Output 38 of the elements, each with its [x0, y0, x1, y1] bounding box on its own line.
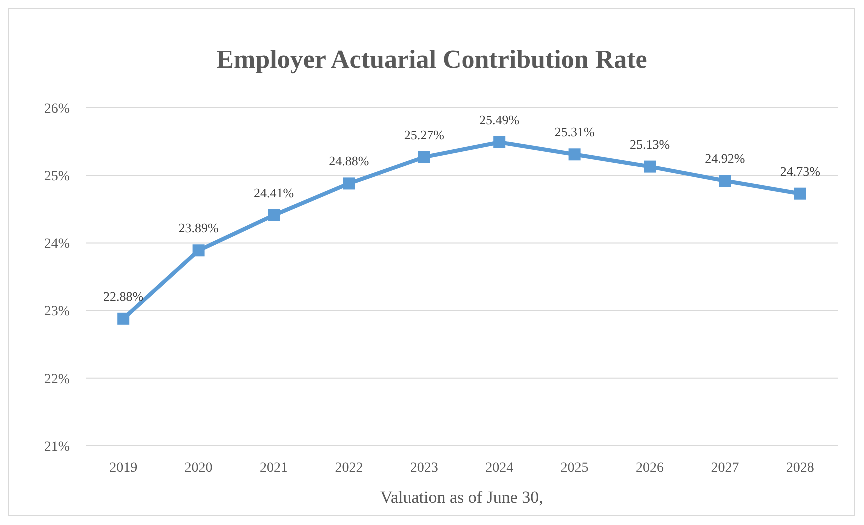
- y-tick-label: 25%: [44, 170, 70, 184]
- data-label: 25.13%: [630, 136, 670, 152]
- x-tick-label: 2025: [560, 461, 589, 476]
- x-axis-title: Valuation as of June 30,: [380, 488, 544, 507]
- data-label: 24.92%: [705, 151, 746, 166]
- point: [192, 244, 205, 257]
- point: [494, 136, 506, 148]
- data-label: 24.41%: [254, 185, 294, 200]
- point: [118, 312, 130, 325]
- point: [343, 178, 356, 190]
- data-label: 25.31%: [554, 124, 596, 140]
- y-tick-label: 26%: [44, 102, 70, 117]
- data-label: 24.88%: [329, 154, 370, 169]
- x-tick-label: 2026: [636, 461, 664, 476]
- point: [568, 148, 581, 161]
- y-tick-label: 23%: [44, 304, 70, 320]
- point: [268, 209, 280, 222]
- point: [794, 188, 806, 200]
- point: [719, 175, 732, 188]
- x-tick-label: 2019: [110, 461, 138, 476]
- data-label: 25.27%: [404, 127, 445, 142]
- y-tick-label: 21%: [44, 440, 70, 455]
- data-label: 25.49%: [480, 112, 520, 128]
- x-tick-label: 2027: [711, 461, 740, 476]
- point: [644, 160, 656, 173]
- chart-title: Employer Actuarial Contribution Rate: [216, 45, 648, 74]
- point: [418, 151, 430, 164]
- y-tick-label: 24%: [44, 237, 70, 252]
- data-label: 24.73%: [780, 164, 821, 179]
- x-tick-label: 2023: [410, 461, 438, 476]
- x-tick-label: 2022: [335, 461, 364, 476]
- data-label: 23.89%: [178, 220, 220, 236]
- data-label: 22.88%: [104, 288, 144, 304]
- x-tick-label: 2028: [786, 461, 814, 476]
- x-tick-label: 2024: [486, 461, 514, 476]
- x-tick-label: 2021: [260, 461, 288, 476]
- y-tick-label: 22%: [44, 372, 70, 388]
- x-tick-label: 2020: [184, 461, 213, 476]
